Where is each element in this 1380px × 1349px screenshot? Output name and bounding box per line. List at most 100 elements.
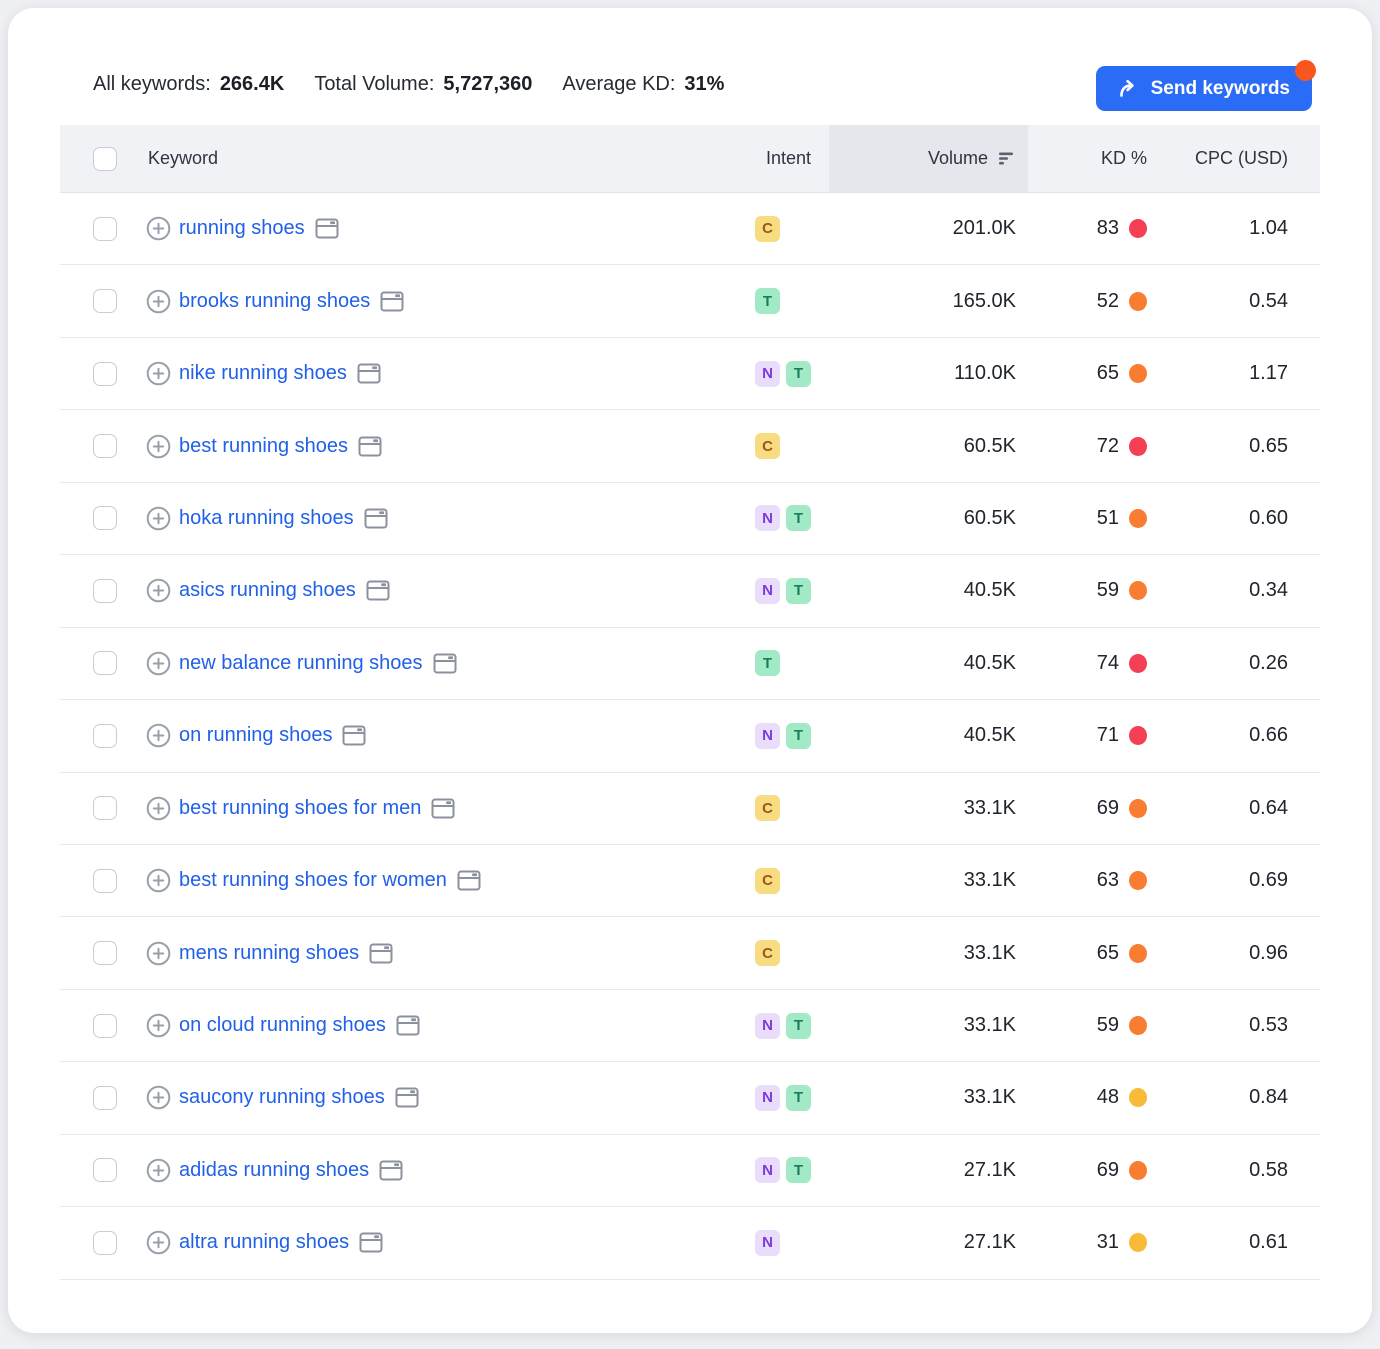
all-keywords-stat: All keywords: 266.4K	[93, 71, 284, 97]
row-checkbox[interactable]	[93, 1230, 117, 1255]
row-checkbox[interactable]	[93, 289, 117, 314]
volume-value: 33.1K	[963, 869, 1016, 892]
row-checkbox[interactable]	[93, 216, 117, 241]
serp-features-icon[interactable]	[433, 653, 457, 674]
serp-features-icon[interactable]	[396, 1015, 420, 1036]
select-all-checkbox[interactable]	[93, 146, 117, 171]
add-keyword-icon[interactable]	[146, 1158, 171, 1183]
serp-features-icon[interactable]	[366, 580, 390, 601]
row-checkbox[interactable]	[93, 796, 117, 821]
keyword-link[interactable]: hoka running shoes	[179, 506, 354, 529]
serp-features-icon[interactable]	[357, 363, 381, 384]
add-keyword-icon[interactable]	[146, 651, 171, 676]
kd-difficulty-dot	[1129, 1160, 1147, 1180]
sort-descending-icon	[997, 150, 1016, 167]
column-header-volume[interactable]: Volume	[829, 125, 1028, 192]
total-volume-stat: Total Volume: 5,727,360	[314, 71, 532, 97]
table-row: mens running shoes C 33.1K 65 0.96	[60, 917, 1320, 990]
row-checkbox[interactable]	[93, 941, 117, 966]
add-keyword-icon[interactable]	[146, 361, 171, 386]
add-keyword-icon[interactable]	[146, 1013, 171, 1038]
volume-value: 33.1K	[963, 796, 1016, 819]
keyword-link[interactable]: best running shoes for men	[179, 796, 422, 819]
row-checkbox[interactable]	[93, 651, 117, 676]
volume-value: 33.1K	[963, 1014, 1016, 1037]
intent-badges: C	[748, 867, 829, 894]
keyword-link[interactable]: altra running shoes	[179, 1231, 350, 1254]
row-checkbox[interactable]	[93, 723, 117, 748]
serp-features-icon[interactable]	[364, 508, 388, 529]
intent-badge-T: T	[786, 722, 811, 749]
keyword-link[interactable]: asics running shoes	[179, 579, 356, 602]
keyword-link[interactable]: mens running shoes	[179, 941, 360, 964]
column-header-kd: KD %	[1100, 148, 1147, 168]
kd-value: 83	[1096, 217, 1119, 240]
kd-difficulty-dot	[1129, 291, 1147, 311]
serp-features-icon[interactable]	[359, 1232, 383, 1253]
add-keyword-icon[interactable]	[146, 289, 171, 314]
volume-value: 201.0K	[952, 217, 1016, 240]
keyword-link[interactable]: new balance running shoes	[179, 651, 423, 674]
intent-badge-T: T	[786, 505, 811, 532]
keyword-link[interactable]: brooks running shoes	[179, 289, 371, 312]
intent-badge-T: T	[786, 1012, 811, 1039]
intent-badge-N: N	[755, 1084, 780, 1111]
kd-value: 65	[1096, 362, 1119, 385]
add-keyword-icon[interactable]	[146, 1230, 171, 1255]
row-checkbox[interactable]	[93, 434, 117, 459]
total-volume-label: Total Volume:	[314, 73, 435, 95]
serp-features-icon[interactable]	[457, 870, 481, 891]
cpc-value: 0.66	[1249, 724, 1288, 747]
serp-features-icon[interactable]	[315, 218, 339, 239]
keyword-link[interactable]: running shoes	[179, 217, 305, 240]
kd-difficulty-dot	[1129, 508, 1147, 528]
column-header-keyword: Keyword	[148, 148, 219, 168]
row-checkbox[interactable]	[93, 578, 117, 603]
row-checkbox[interactable]	[93, 506, 117, 531]
serp-features-icon[interactable]	[379, 1160, 403, 1181]
all-keywords-label: All keywords:	[93, 73, 211, 95]
add-keyword-icon[interactable]	[146, 796, 171, 821]
intent-badges: C	[748, 433, 829, 460]
add-keyword-icon[interactable]	[146, 723, 171, 748]
add-keyword-icon[interactable]	[146, 434, 171, 459]
add-keyword-icon[interactable]	[146, 578, 171, 603]
serp-features-icon[interactable]	[380, 291, 404, 312]
keyword-link[interactable]: on running shoes	[179, 724, 333, 747]
add-keyword-icon[interactable]	[146, 506, 171, 531]
serp-features-icon[interactable]	[369, 943, 393, 964]
add-keyword-icon[interactable]	[146, 941, 171, 966]
keyword-link[interactable]: on cloud running shoes	[179, 1014, 386, 1037]
add-keyword-icon[interactable]	[146, 216, 171, 241]
row-checkbox[interactable]	[93, 1158, 117, 1183]
keyword-link[interactable]: saucony running shoes	[179, 1086, 385, 1109]
keyword-link[interactable]: best running shoes	[179, 434, 349, 457]
average-kd-stat: Average KD: 31%	[562, 71, 724, 97]
table-body: running shoes C 201.0K 83 1.04	[60, 193, 1320, 1280]
cpc-value: 1.17	[1249, 362, 1288, 385]
serp-features-icon[interactable]	[342, 725, 366, 746]
keyword-link[interactable]: best running shoes for women	[179, 869, 447, 892]
table-row: best running shoes for women C 33.1K 63 …	[60, 845, 1320, 918]
serp-features-icon[interactable]	[395, 1087, 419, 1108]
kd-difficulty-dot	[1129, 436, 1147, 456]
row-checkbox[interactable]	[93, 868, 117, 893]
serp-features-icon[interactable]	[358, 436, 382, 457]
serp-features-icon[interactable]	[431, 798, 455, 819]
add-keyword-icon[interactable]	[146, 1085, 171, 1110]
row-checkbox[interactable]	[93, 1013, 117, 1038]
keyword-link[interactable]: nike running shoes	[179, 362, 347, 385]
send-keywords-button[interactable]: Send keywords	[1095, 66, 1312, 111]
row-checkbox[interactable]	[93, 361, 117, 386]
cpc-value: 0.26	[1249, 651, 1288, 674]
keyword-link[interactable]: adidas running shoes	[179, 1158, 370, 1181]
kd-difficulty-dot	[1129, 364, 1147, 384]
add-keyword-icon[interactable]	[146, 868, 171, 893]
row-checkbox[interactable]	[93, 1085, 117, 1110]
intent-badge-C: C	[755, 795, 780, 822]
